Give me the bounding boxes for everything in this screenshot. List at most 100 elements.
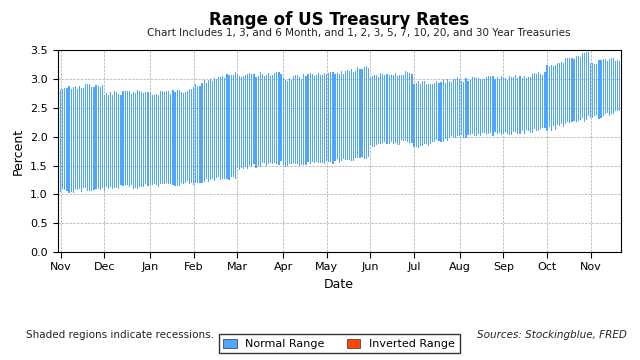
Bar	[480, 78, 481, 136]
Bar	[220, 77, 221, 180]
Text: Chart Includes 1, 3, and 6 Month, and 1, 2, 3, 5, 7, 10, 20, and 30 Year Treasur: Chart Includes 1, 3, and 6 Month, and 1,…	[147, 28, 570, 38]
Bar	[212, 81, 213, 179]
Bar	[355, 71, 356, 158]
Bar	[522, 78, 523, 131]
Bar	[509, 76, 510, 135]
Bar	[607, 60, 608, 113]
Bar	[245, 75, 246, 167]
Bar	[362, 69, 363, 157]
Bar	[293, 76, 294, 163]
Bar	[505, 78, 506, 132]
Bar	[399, 75, 400, 145]
Bar	[430, 84, 431, 144]
Bar	[291, 80, 292, 164]
Bar	[561, 62, 562, 123]
Bar	[301, 79, 302, 165]
Bar	[438, 83, 440, 140]
Bar	[235, 72, 236, 179]
Bar	[403, 75, 404, 141]
Bar	[118, 94, 120, 189]
Bar	[353, 72, 355, 161]
Bar	[484, 79, 485, 134]
Bar	[497, 77, 498, 134]
Bar	[122, 91, 124, 186]
Bar	[407, 72, 408, 142]
Bar	[104, 95, 105, 191]
Bar	[168, 91, 170, 184]
Bar	[349, 71, 350, 159]
Bar	[488, 76, 490, 134]
Bar	[378, 77, 380, 144]
Bar	[459, 78, 460, 136]
Bar	[530, 77, 531, 133]
Bar	[67, 87, 68, 191]
Bar	[465, 78, 467, 138]
Bar	[133, 92, 134, 189]
Bar	[347, 70, 348, 160]
Bar	[320, 75, 321, 163]
Bar	[112, 95, 113, 189]
Bar	[536, 74, 537, 131]
Bar	[584, 53, 585, 122]
Bar	[540, 75, 541, 129]
Bar	[387, 74, 388, 144]
Bar	[312, 73, 313, 162]
Bar	[97, 86, 99, 189]
Bar	[129, 91, 130, 186]
Bar	[449, 81, 450, 138]
Bar	[428, 84, 429, 146]
Bar	[357, 67, 358, 158]
Bar	[191, 89, 192, 183]
Bar	[592, 63, 593, 118]
Bar	[139, 91, 140, 187]
Bar	[160, 91, 161, 184]
Bar	[500, 76, 502, 135]
Bar	[559, 63, 560, 126]
Bar	[249, 73, 250, 166]
Bar	[204, 80, 205, 182]
Bar	[180, 92, 182, 183]
Y-axis label: Percent: Percent	[12, 128, 24, 175]
Bar	[343, 73, 344, 159]
Bar	[83, 88, 84, 188]
Bar	[511, 77, 512, 135]
Bar	[330, 72, 332, 162]
Bar	[542, 75, 543, 128]
Bar	[85, 84, 86, 188]
Bar	[422, 81, 423, 146]
Bar	[228, 75, 230, 180]
Bar	[280, 73, 282, 161]
Bar	[492, 76, 493, 136]
Bar	[415, 84, 417, 147]
Bar	[617, 59, 618, 112]
Bar	[135, 93, 136, 188]
Bar	[580, 58, 581, 120]
Bar	[208, 81, 209, 182]
Bar	[615, 61, 616, 111]
Bar	[380, 73, 381, 144]
Bar	[262, 73, 263, 163]
Bar	[205, 83, 207, 179]
Bar	[255, 77, 257, 168]
Bar	[445, 83, 446, 139]
Bar	[582, 53, 583, 118]
Bar	[370, 77, 371, 145]
Bar	[455, 79, 456, 138]
Bar	[62, 89, 63, 189]
Bar	[339, 74, 340, 163]
Bar	[141, 92, 142, 187]
Bar	[463, 82, 465, 138]
Bar	[264, 76, 265, 163]
Bar	[108, 95, 109, 189]
Bar	[187, 91, 188, 181]
Bar	[420, 84, 421, 146]
Bar	[609, 59, 610, 116]
Bar	[515, 75, 516, 132]
Bar	[268, 73, 269, 164]
Bar	[282, 78, 284, 165]
Bar	[397, 76, 398, 145]
Bar	[413, 84, 415, 147]
Bar	[303, 75, 305, 165]
Bar	[195, 84, 196, 183]
Bar	[478, 78, 479, 134]
